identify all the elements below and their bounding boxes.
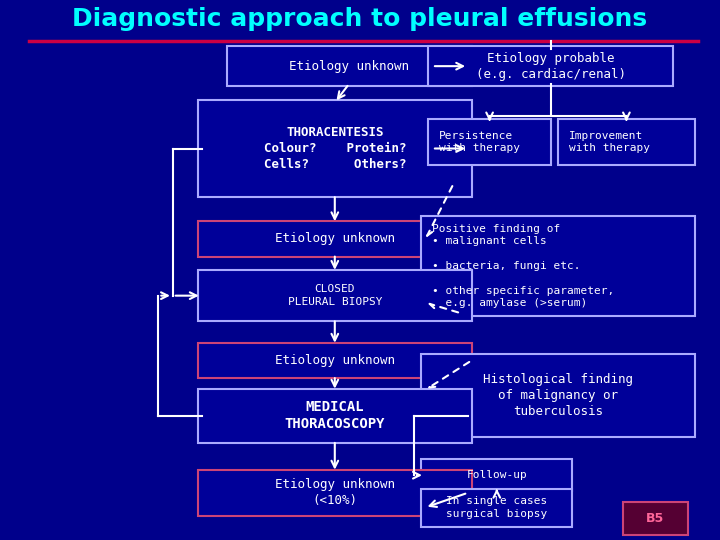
FancyBboxPatch shape <box>198 343 472 378</box>
FancyBboxPatch shape <box>421 459 572 491</box>
FancyBboxPatch shape <box>198 100 472 197</box>
FancyBboxPatch shape <box>198 221 472 256</box>
FancyBboxPatch shape <box>421 489 572 526</box>
FancyBboxPatch shape <box>198 389 472 443</box>
Text: MEDICAL
THORACOSCOPY: MEDICAL THORACOSCOPY <box>284 400 385 431</box>
FancyBboxPatch shape <box>623 502 688 535</box>
FancyBboxPatch shape <box>421 216 695 316</box>
Text: Persistence
with therapy: Persistence with therapy <box>439 131 521 153</box>
Text: Improvement
with therapy: Improvement with therapy <box>569 131 650 153</box>
Text: In single cases
surgical biopsy: In single cases surgical biopsy <box>446 496 547 519</box>
FancyBboxPatch shape <box>558 119 695 165</box>
FancyBboxPatch shape <box>198 270 472 321</box>
Text: Etiology unknown: Etiology unknown <box>289 59 409 73</box>
Text: Positive finding of
• malignant cells

• bacteria, fungi etc.

• other specific : Positive finding of • malignant cells • … <box>432 224 614 308</box>
FancyBboxPatch shape <box>198 470 472 516</box>
Text: CLOSED
PLEURAL BIOPSY: CLOSED PLEURAL BIOPSY <box>287 285 382 307</box>
FancyBboxPatch shape <box>227 46 472 86</box>
Text: Etiology unknown
(<10%): Etiology unknown (<10%) <box>275 478 395 507</box>
Text: Etiology probable
(e.g. cardiac/renal): Etiology probable (e.g. cardiac/renal) <box>476 52 626 80</box>
Text: Diagnostic approach to pleural effusions: Diagnostic approach to pleural effusions <box>73 7 647 31</box>
Text: THORACENTESIS
Colour?    Protein?
Cells?      Others?: THORACENTESIS Colour? Protein? Cells? Ot… <box>264 126 406 171</box>
Text: B5: B5 <box>646 512 665 525</box>
FancyBboxPatch shape <box>428 119 551 165</box>
FancyBboxPatch shape <box>421 354 695 437</box>
Text: Etiology unknown: Etiology unknown <box>275 354 395 367</box>
Text: Follow-up: Follow-up <box>467 470 527 480</box>
Text: Etiology unknown: Etiology unknown <box>275 232 395 246</box>
FancyBboxPatch shape <box>428 46 673 86</box>
Text: Histological finding
of malignancy or
tuberculosis: Histological finding of malignancy or tu… <box>483 373 633 418</box>
